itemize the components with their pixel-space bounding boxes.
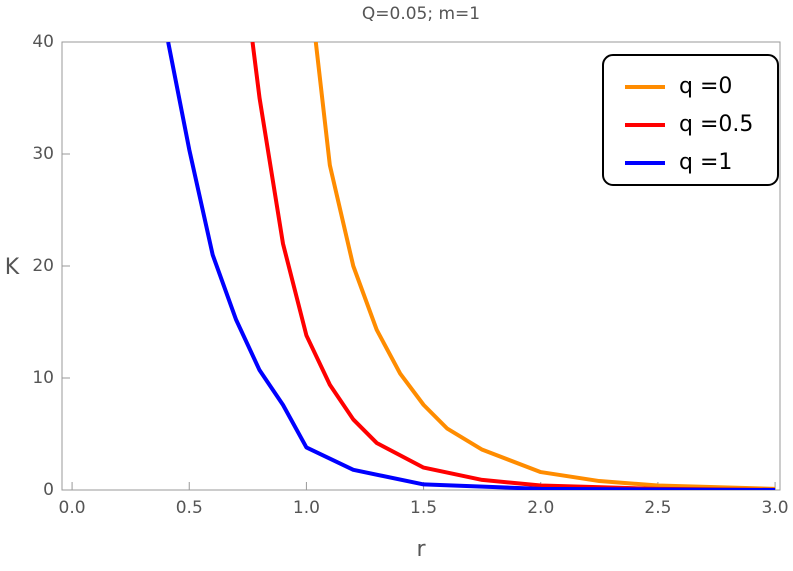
chart-title: Q=0.05; m=1 xyxy=(362,4,480,24)
y-axis-label: K xyxy=(5,255,20,280)
line xyxy=(250,42,776,490)
x-tick-label: 2.5 xyxy=(644,498,671,518)
legend-label: q =0.5 xyxy=(679,112,753,137)
legend-label: q =1 xyxy=(679,150,732,175)
line xyxy=(166,42,776,490)
x-tick-label: 2.0 xyxy=(527,498,554,518)
y-tick-label: 0 xyxy=(43,480,54,500)
legend: q =0 q =0.5 q =1 xyxy=(602,54,779,186)
x-tick-label: 1.5 xyxy=(410,498,437,518)
x-tick-label: 3.0 xyxy=(762,498,789,518)
y-tick-label: 40 xyxy=(32,32,54,52)
y-tick-label: 10 xyxy=(32,368,54,388)
x-tick-label: 0.0 xyxy=(59,498,86,518)
line xyxy=(313,42,776,490)
x-axis-label: r xyxy=(416,537,426,562)
y-tick-label: 20 xyxy=(32,256,54,276)
x-tick-label: 0.5 xyxy=(176,498,203,518)
legend-label: q =0 xyxy=(679,74,732,99)
y-tick-label: 30 xyxy=(32,144,54,164)
x-tick-label: 1.0 xyxy=(293,498,320,518)
